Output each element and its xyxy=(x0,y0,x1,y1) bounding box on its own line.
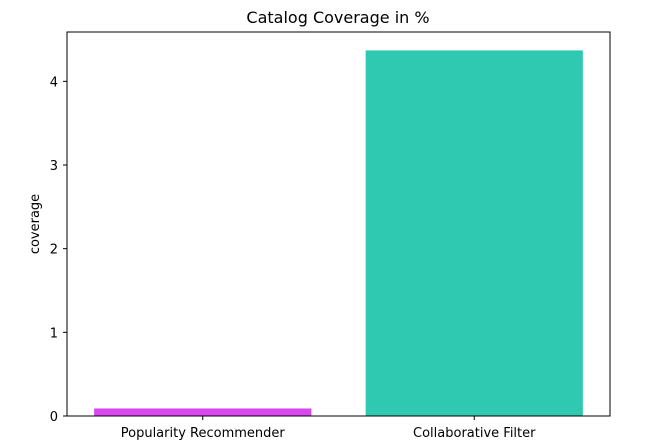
y-tick-label: 0 xyxy=(50,410,58,425)
y-ticks-group: 0 1 2 3 4 xyxy=(50,75,67,425)
bar-collaborative-filter xyxy=(365,50,583,417)
y-axis-label: coverage xyxy=(28,194,43,254)
plot-frame xyxy=(66,31,611,417)
bars-group xyxy=(94,50,583,417)
y-tick-label: 3 xyxy=(50,159,58,174)
y-tick-label: 2 xyxy=(50,243,58,258)
chart-title: Catalog Coverage in % xyxy=(246,8,429,27)
x-ticks-group: Popularity Recommender Collaborative Filt… xyxy=(121,416,536,441)
y-tick-label: 4 xyxy=(50,75,58,90)
x-tick-label: Popularity Recommender xyxy=(121,426,286,441)
y-tick-label: 1 xyxy=(50,326,58,341)
x-tick-label: Collaborative Filter xyxy=(413,426,536,441)
bar-popularity-recommender xyxy=(94,408,312,416)
